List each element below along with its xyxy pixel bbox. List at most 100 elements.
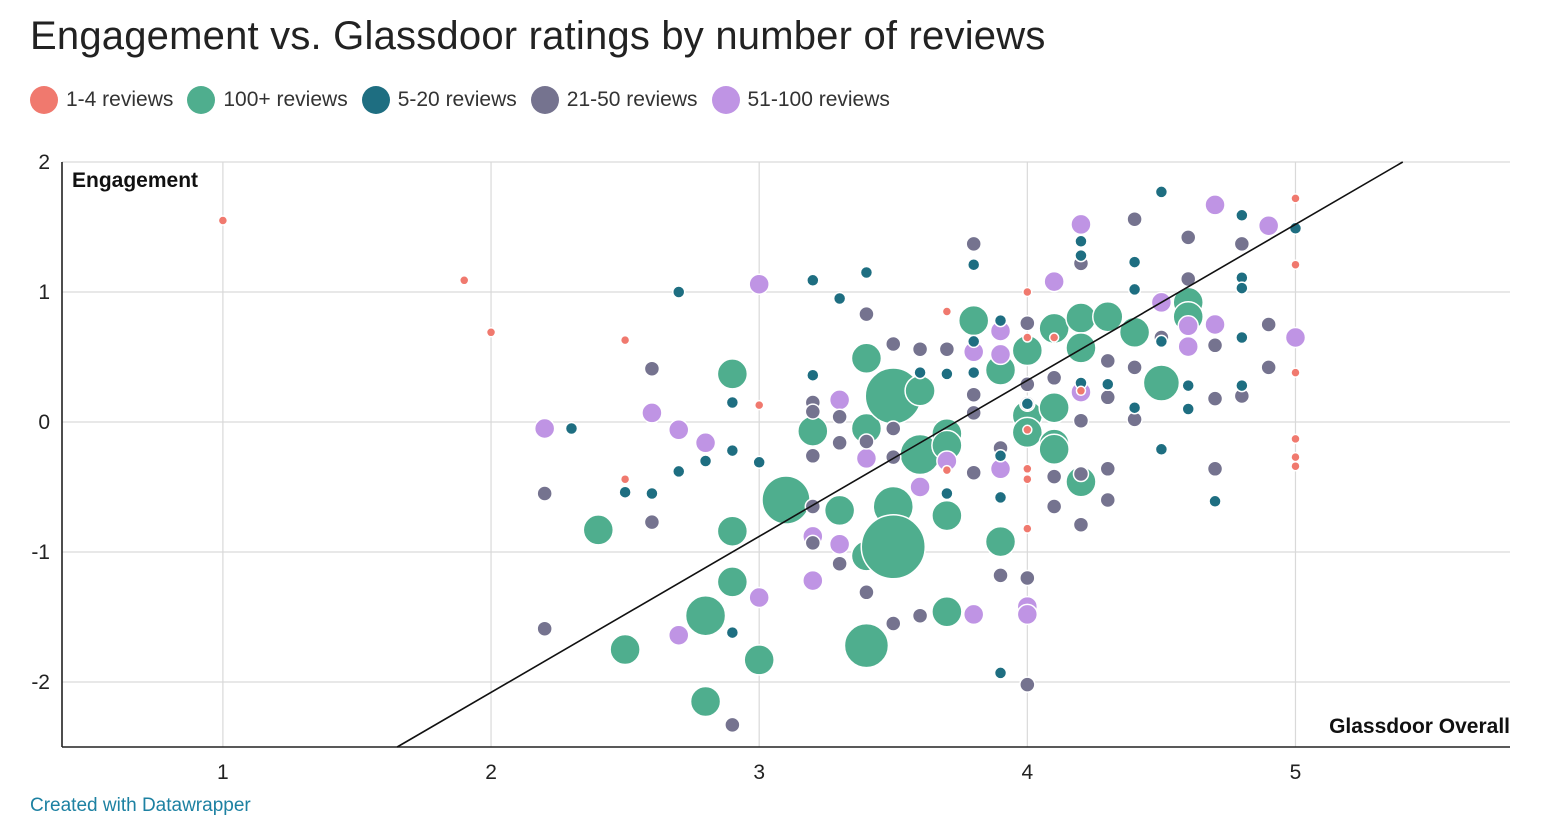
- data-point: [1260, 359, 1277, 376]
- data-point: [684, 594, 727, 637]
- data-point: [667, 624, 690, 646]
- data-point: [1043, 270, 1065, 293]
- data-point: [1235, 330, 1249, 345]
- legend-label: 100+ reviews: [223, 88, 348, 111]
- y-axis-title: Engagement: [72, 169, 198, 192]
- datawrapper-credit-link[interactable]: Created with Datawrapper: [30, 795, 251, 816]
- data-point: [1179, 229, 1197, 246]
- scatter-plot: 1 2 3 4 5 2 1 0 -1 -2 Engagement Glassdoor Overall: [31, 151, 1510, 784]
- data-point: [993, 666, 1008, 680]
- data-point: [1126, 210, 1143, 228]
- data-point: [1235, 208, 1249, 223]
- legend-label: 1-4 reviews: [66, 88, 174, 111]
- data-point: [667, 419, 690, 441]
- data-point: [698, 454, 713, 468]
- data-point: [966, 334, 981, 349]
- data-point: [965, 386, 982, 403]
- data-point: [619, 473, 631, 485]
- data-point: [1142, 364, 1181, 402]
- data-point: [1075, 385, 1087, 397]
- data-point: [458, 275, 470, 286]
- data-point: [804, 534, 822, 552]
- data-point: [1099, 352, 1117, 370]
- data-point: [859, 265, 874, 280]
- data-point: [1016, 603, 1039, 626]
- data-point: [804, 403, 822, 420]
- y-tick-label: 2: [38, 151, 50, 174]
- data-point: [806, 368, 820, 382]
- data-point: [802, 569, 824, 592]
- data-point: [1101, 377, 1115, 392]
- data-point: [1284, 326, 1307, 349]
- data-point: [1099, 491, 1117, 509]
- data-point: [619, 334, 631, 346]
- x-axis-title: Glassdoor Overall: [1329, 715, 1510, 738]
- legend: 1-4 reviews 100+ reviews 5-20 reviews 21…: [30, 86, 890, 114]
- data-point: [1070, 213, 1092, 236]
- data-point: [855, 447, 878, 470]
- data-point: [966, 365, 981, 380]
- data-point: [609, 633, 641, 666]
- legend-label: 21-50 reviews: [566, 88, 698, 111]
- data-point: [1072, 412, 1090, 429]
- data-point: [1181, 402, 1195, 416]
- data-point: [1206, 460, 1224, 478]
- data-point: [828, 389, 851, 411]
- data-point: [1074, 248, 1088, 263]
- data-point: [1181, 378, 1195, 393]
- data-point: [1045, 498, 1063, 515]
- data-point: [1208, 494, 1222, 509]
- data-point: [536, 485, 553, 502]
- data-point: [1290, 259, 1301, 270]
- data-point: [858, 433, 875, 450]
- x-tick-label: 3: [753, 761, 765, 784]
- data-point: [904, 375, 936, 407]
- data-point: [831, 434, 848, 452]
- data-point: [804, 447, 822, 465]
- data-point: [582, 514, 615, 546]
- data-point: [694, 432, 717, 454]
- legend-item-51-100-reviews[interactable]: 51-100 reviews: [711, 86, 890, 114]
- data-point: [1048, 332, 1060, 343]
- data-point: [823, 494, 856, 527]
- data-point: [1154, 334, 1169, 349]
- x-tick-label: 4: [1021, 761, 1033, 784]
- legend-item-5-20-reviews[interactable]: 5-20 reviews: [361, 86, 517, 114]
- data-point: [748, 586, 770, 609]
- data-point: [828, 533, 851, 555]
- data-point: [885, 420, 902, 437]
- data-point: [1019, 676, 1036, 693]
- data-point: [1022, 523, 1033, 534]
- data-point: [1022, 286, 1033, 298]
- data-point: [1204, 194, 1226, 216]
- data-point: [1019, 569, 1036, 587]
- data-point: [992, 567, 1009, 584]
- data-point: [752, 455, 766, 470]
- data-point: [806, 273, 820, 288]
- data-point: [1092, 300, 1124, 333]
- legend-item-21-50-reviews[interactable]: 21-50 reviews: [530, 86, 698, 114]
- data-point: [748, 273, 770, 295]
- data-point: [911, 607, 929, 624]
- data-point: [1022, 332, 1033, 343]
- data-point: [671, 285, 686, 299]
- data-point: [1020, 397, 1035, 411]
- data-point: [984, 525, 1017, 558]
- y-tick-label: -2: [31, 671, 50, 694]
- legend-swatch-icon: [187, 86, 216, 114]
- data-point: [1260, 316, 1277, 333]
- data-point: [989, 343, 1012, 366]
- data-point: [965, 235, 982, 253]
- data-point: [1235, 378, 1249, 393]
- data-point: [217, 215, 229, 226]
- legend-item-100-plus-reviews[interactable]: 100+ reviews: [187, 86, 348, 114]
- data-point: [716, 566, 749, 598]
- data-point: [957, 304, 990, 337]
- y-tick-label: 1: [38, 281, 50, 304]
- data-point: [753, 399, 765, 411]
- data-point: [536, 620, 553, 637]
- data-point: [724, 716, 741, 734]
- chart-title: Engagement vs. Glassdoor ratings by numb…: [30, 14, 1046, 58]
- legend-item-1-4-reviews[interactable]: 1-4 reviews: [30, 86, 173, 114]
- data-point: [843, 622, 890, 669]
